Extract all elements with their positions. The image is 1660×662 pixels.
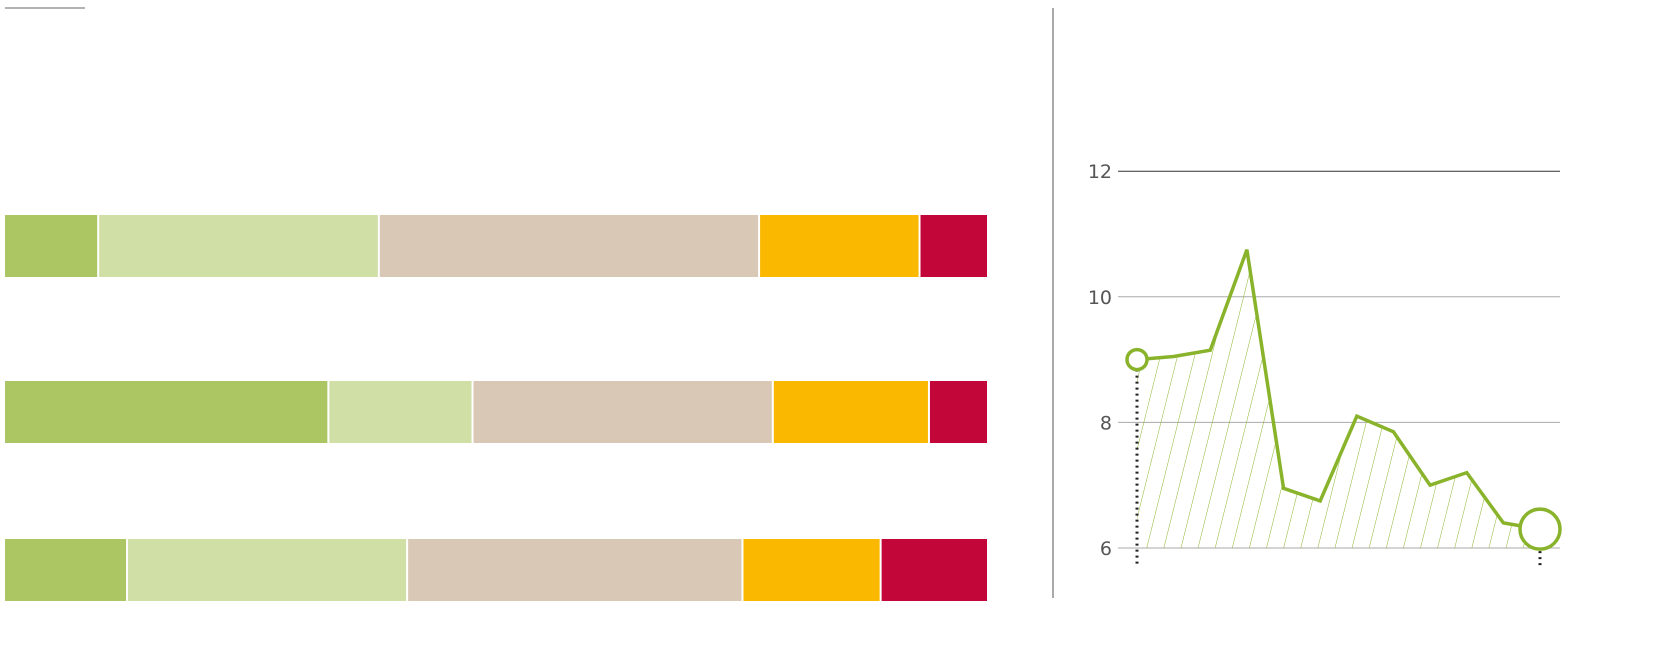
y-tick-label-8: 8 (1100, 412, 1112, 434)
bar-row-2 (5, 381, 987, 443)
bar-segment-3-1 (5, 539, 127, 601)
endpoint-markers (1125, 347, 1562, 551)
bar-segment-1-1 (5, 215, 98, 277)
bar-segment-1-2 (99, 215, 378, 277)
y-tick-label-10: 10 (1088, 287, 1112, 309)
bar-segment-2-1 (5, 381, 328, 443)
bar-segment-1-5 (920, 215, 987, 277)
bar-segment-3-3 (408, 539, 742, 601)
bar-segment-2-3 (473, 381, 772, 443)
bar-segment-2-2 (329, 381, 472, 443)
start-point-marker (1125, 347, 1149, 372)
bar-segment-1-3 (379, 215, 759, 277)
bar-segment-2-5 (929, 381, 987, 443)
bar-row-1 (5, 215, 987, 277)
bar-segment-1-4 (760, 215, 919, 277)
y-tick-label-12: 12 (1088, 161, 1112, 183)
drop-lines (1135, 369, 1542, 566)
bar-segment-2-4 (773, 381, 928, 443)
bar-segment-3-4 (743, 539, 880, 601)
bar-row-3 (5, 539, 987, 601)
y-tick-label-6: 6 (1100, 538, 1112, 560)
stacked-bar-chart (5, 215, 987, 601)
series-line (1136, 249, 1541, 531)
bar-segment-3-5 (881, 539, 987, 601)
area-line-chart: 6 8 10 12 (1088, 161, 1562, 566)
bar-segment-3-2 (128, 539, 407, 601)
end-point-marker (1518, 507, 1562, 551)
area-hatch-fill (1137, 249, 1540, 548)
y-axis-tick-labels: 6 8 10 12 (1088, 161, 1112, 560)
